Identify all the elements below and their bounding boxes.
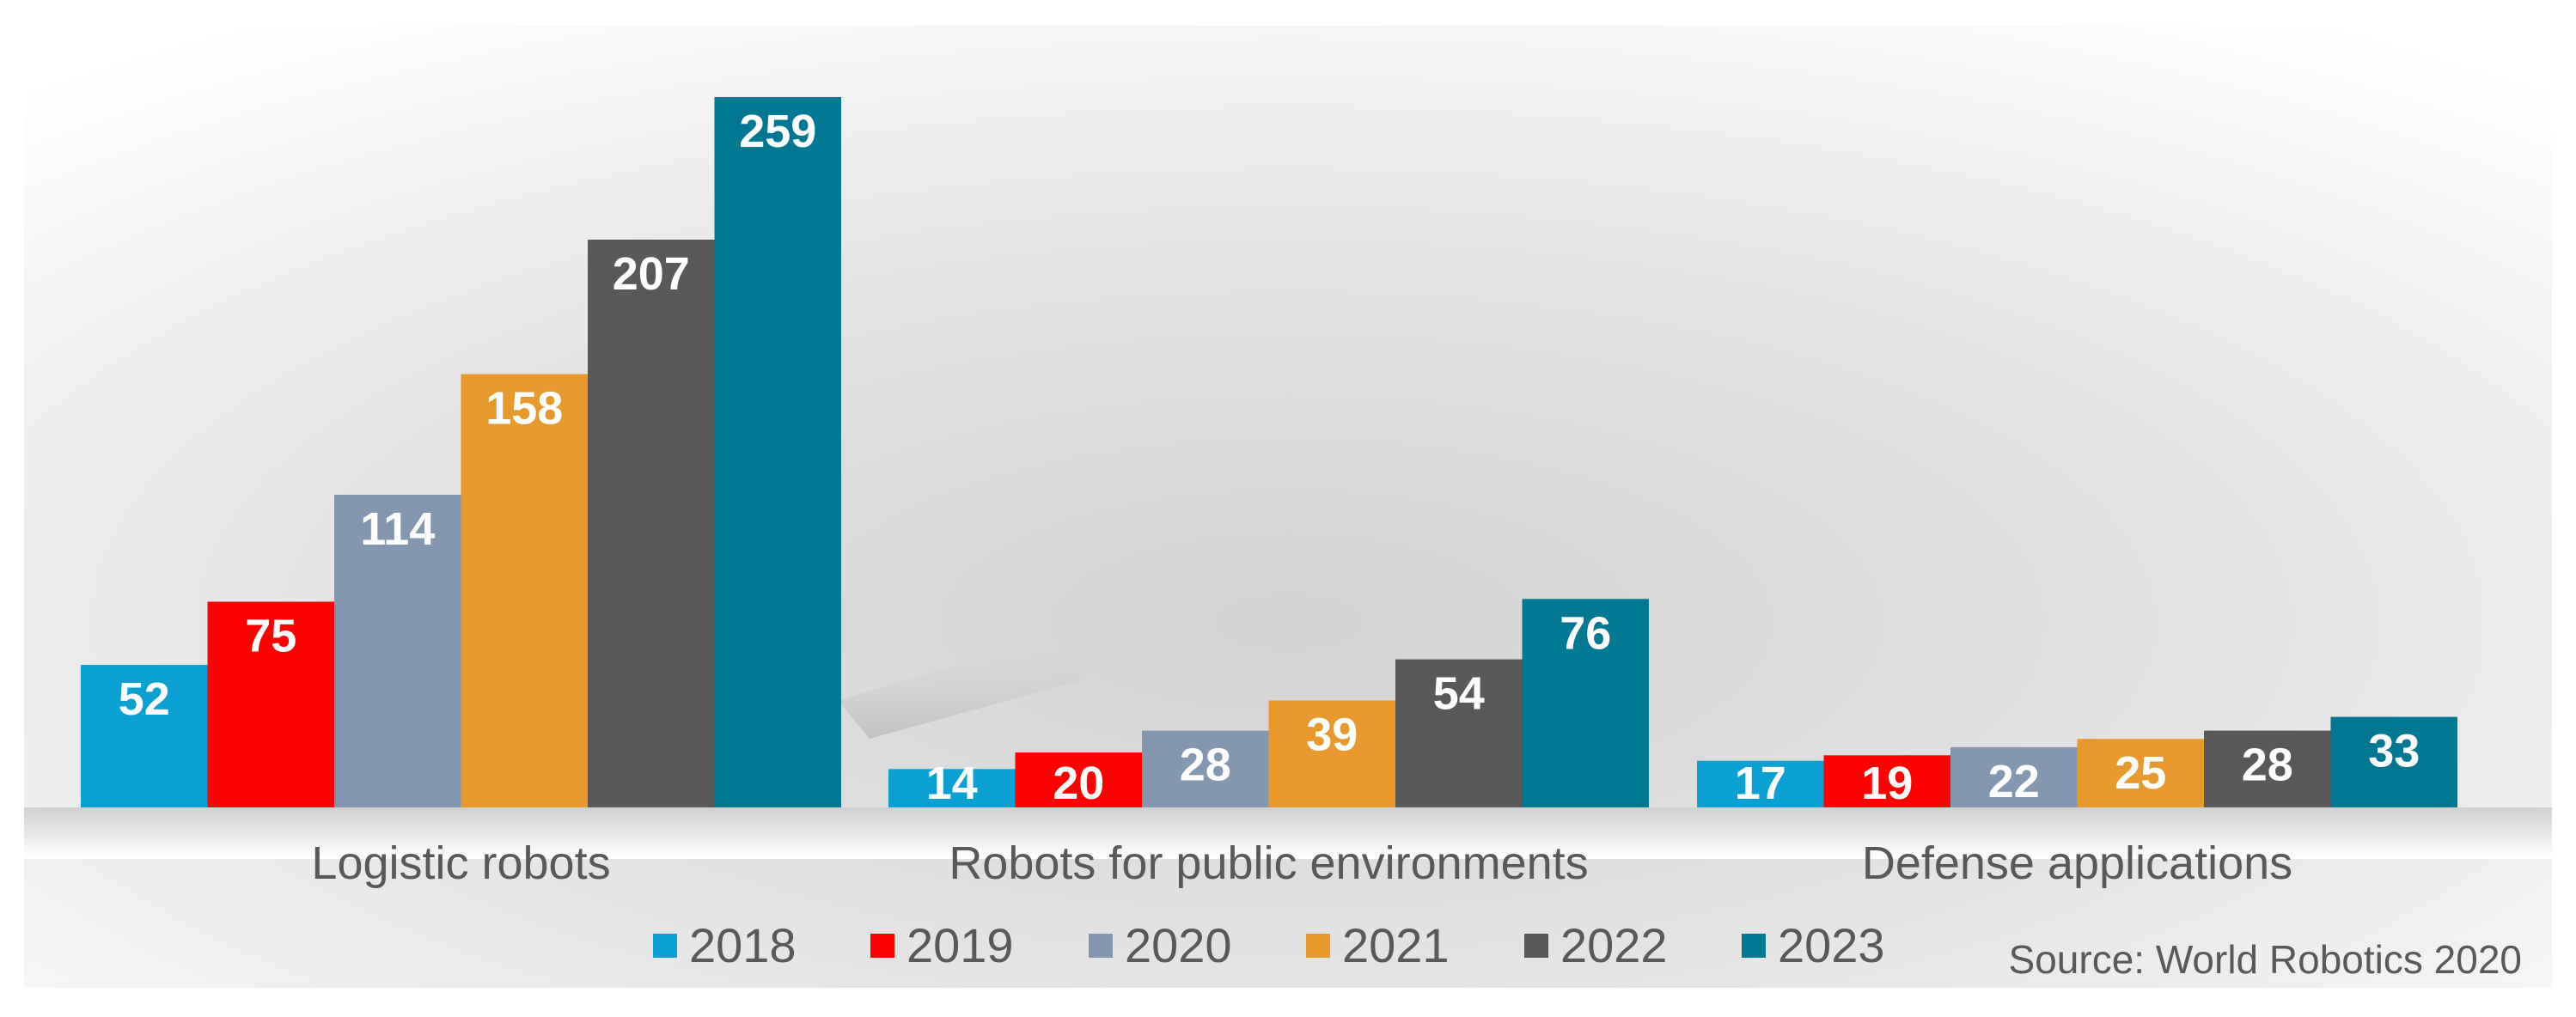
bar-2019-2 [1015,752,1142,807]
bar-value-label: 28 [2242,740,2293,791]
legend-label: 2020 [1125,918,1232,972]
source-note: Source: World Robotics 2020 [2009,937,2522,982]
legend-swatch [1524,934,1548,958]
bar-value-label: 207 [613,248,690,300]
bar-value-label: 76 [1560,607,1611,659]
legend-swatch [1742,934,1766,958]
value-labels-layer: 52 75 114 158 207 259 14 20 28 39 54 76 17 19 22 25 28 33 [119,106,2420,809]
bar-shadow [838,636,1087,739]
legend-label: 2022 [1560,918,1668,972]
bar-value-label: 14 [926,758,978,809]
bar-2019-1 [207,601,334,807]
bar-2020-2 [1142,730,1269,807]
legend-item-2022: 2022 [1524,918,1668,972]
legend-item-2020: 2020 [1089,918,1232,972]
legend-swatch [870,934,894,958]
legend-item-2018: 2018 [653,918,797,972]
bar-2023-1 [714,97,841,807]
bar-value-label: 17 [1735,758,1786,809]
bar-2021-2 [1268,700,1395,807]
bar-value-label: 75 [245,611,296,662]
bar-2018-2 [888,769,1016,807]
bar-value-label: 54 [1433,668,1485,720]
bar-value-label: 33 [2368,726,2420,777]
legend-label: 2018 [689,918,797,972]
bar-value-label: 39 [1306,709,1358,761]
bar-2022-2 [1395,659,1523,807]
bar-2022-3 [2204,730,2331,807]
legend-swatch [1089,934,1113,958]
legend-label: 2021 [1342,918,1450,972]
bar-value-label: 19 [1861,758,1913,809]
bar-value-label: 25 [2115,747,2166,799]
bar-2020-1 [334,495,461,807]
bar-value-label: 52 [119,673,170,725]
category-labels-layer: Logistic robots Robots for public environ… [311,837,2292,889]
legend-item-2019: 2019 [870,918,1014,972]
bar-2020-3 [1950,746,2078,807]
category-label: Logistic robots [311,837,610,889]
legend-swatch [1306,934,1330,958]
category-label: Robots for public environments [949,837,1588,889]
legend: 2018 2019 2020 2021 2022 2023 [653,918,1885,972]
category-label: Defense applications [1862,837,2292,889]
legend-item-2021: 2021 [1306,918,1450,972]
legend-label: 2019 [906,918,1014,972]
legend-item-2023: 2023 [1742,918,1885,972]
bar-2022-1 [588,240,715,807]
bar-value-label: 158 [485,383,563,435]
bar-2018-3 [1697,760,1824,807]
bar-2021-3 [2077,739,2204,807]
bar-value-label: 259 [739,106,816,157]
bar-2018-1 [81,665,208,807]
legend-swatch [653,934,677,958]
bar-2023-2 [1522,599,1649,807]
bar-value-label: 22 [1988,756,2040,807]
bar-2021-1 [461,374,588,807]
bars-layer [81,97,2457,807]
bar-2019-3 [1823,755,1950,807]
bar-2023-3 [2330,716,2457,807]
chart-floor [24,807,2552,859]
bar-value-label: 20 [1053,758,1104,809]
bar-value-label: 28 [1180,740,1231,791]
legend-label: 2023 [1778,918,1885,972]
bar-value-label: 114 [360,503,435,555]
